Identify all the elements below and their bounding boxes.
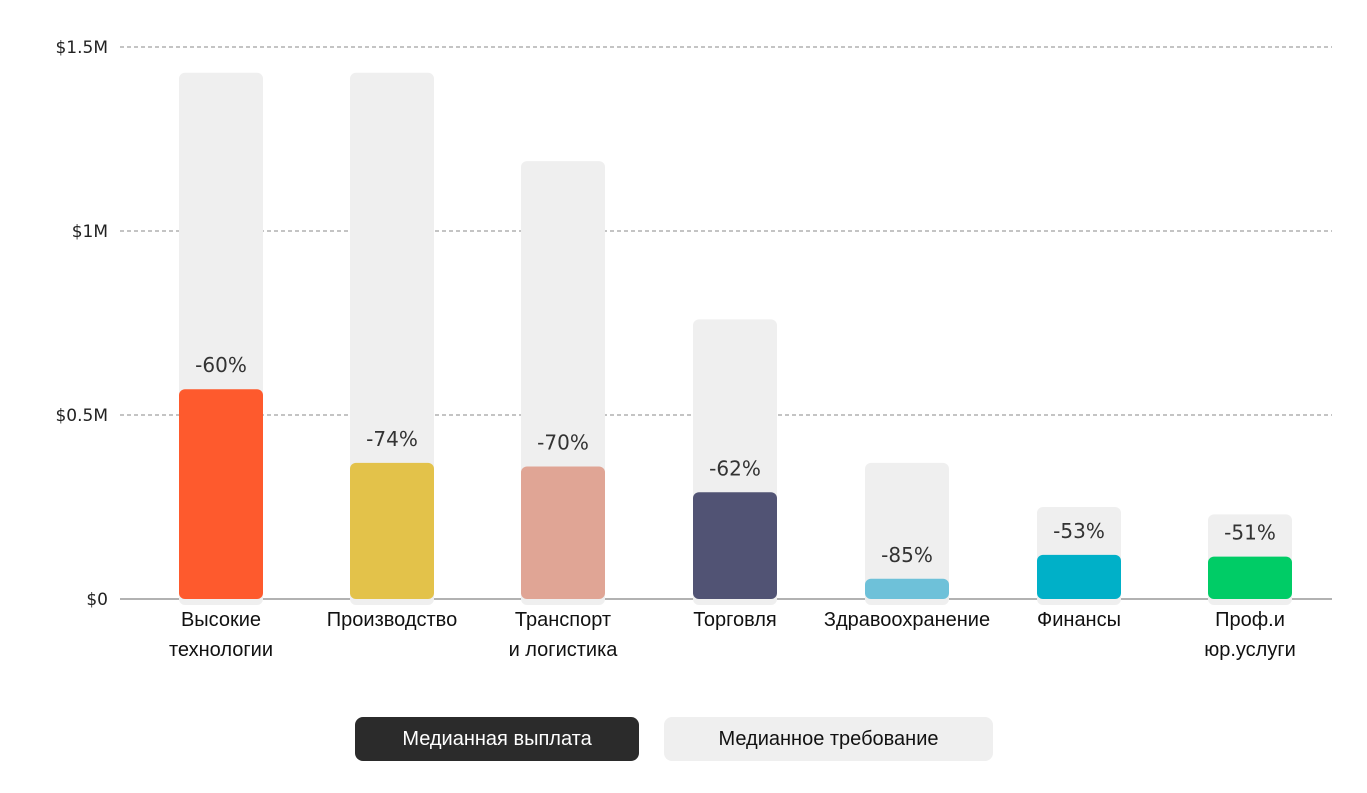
data-label: -51% <box>1224 521 1276 545</box>
demand-bar <box>865 462 949 605</box>
category-label: и логистика <box>509 639 619 661</box>
y-tick-label: $0 <box>86 590 108 610</box>
payout-bar <box>521 466 605 599</box>
category-label: Здравоохранение <box>824 609 990 631</box>
bar-chart: $0 $0.5M $1M $1.5M -60% Высокие технологии -74%… <box>55 38 1332 661</box>
category-label: технологии <box>169 639 273 661</box>
data-label: -74% <box>366 427 418 451</box>
payout-bar <box>693 492 777 599</box>
category-label: Финансы <box>1037 609 1121 631</box>
legend-label-median-demand: Медианное требование <box>718 727 939 750</box>
data-label: -70% <box>537 431 589 455</box>
payout-bar <box>1208 556 1292 599</box>
category-label: юр.услуги <box>1204 639 1296 661</box>
legend-item-median-demand: Медианное требование <box>664 717 993 761</box>
payout-bar <box>865 578 949 599</box>
legend: Медианная выплата Медианное требование <box>0 717 1367 761</box>
y-tick-label: $1.5M <box>55 38 108 58</box>
legend-label-median-payout: Медианная выплата <box>402 727 592 750</box>
category-label: Проф.и <box>1215 609 1285 631</box>
category-label: Высокие <box>181 609 261 631</box>
payout-bar <box>1037 554 1121 599</box>
data-label: -85% <box>881 543 933 567</box>
legend-item-median-payout: Медианная выплата <box>355 717 639 761</box>
data-label: -60% <box>195 353 247 377</box>
y-tick-label: $0.5M <box>55 406 108 426</box>
data-label: -62% <box>709 456 761 480</box>
category-label: Торговля <box>693 609 777 631</box>
data-label: -53% <box>1053 519 1105 543</box>
y-tick-label: $1M <box>72 222 108 242</box>
category-label: Производство <box>327 609 457 631</box>
payout-bar <box>179 389 263 599</box>
category-label: Транспорт <box>515 609 611 631</box>
payout-bar <box>350 462 434 599</box>
